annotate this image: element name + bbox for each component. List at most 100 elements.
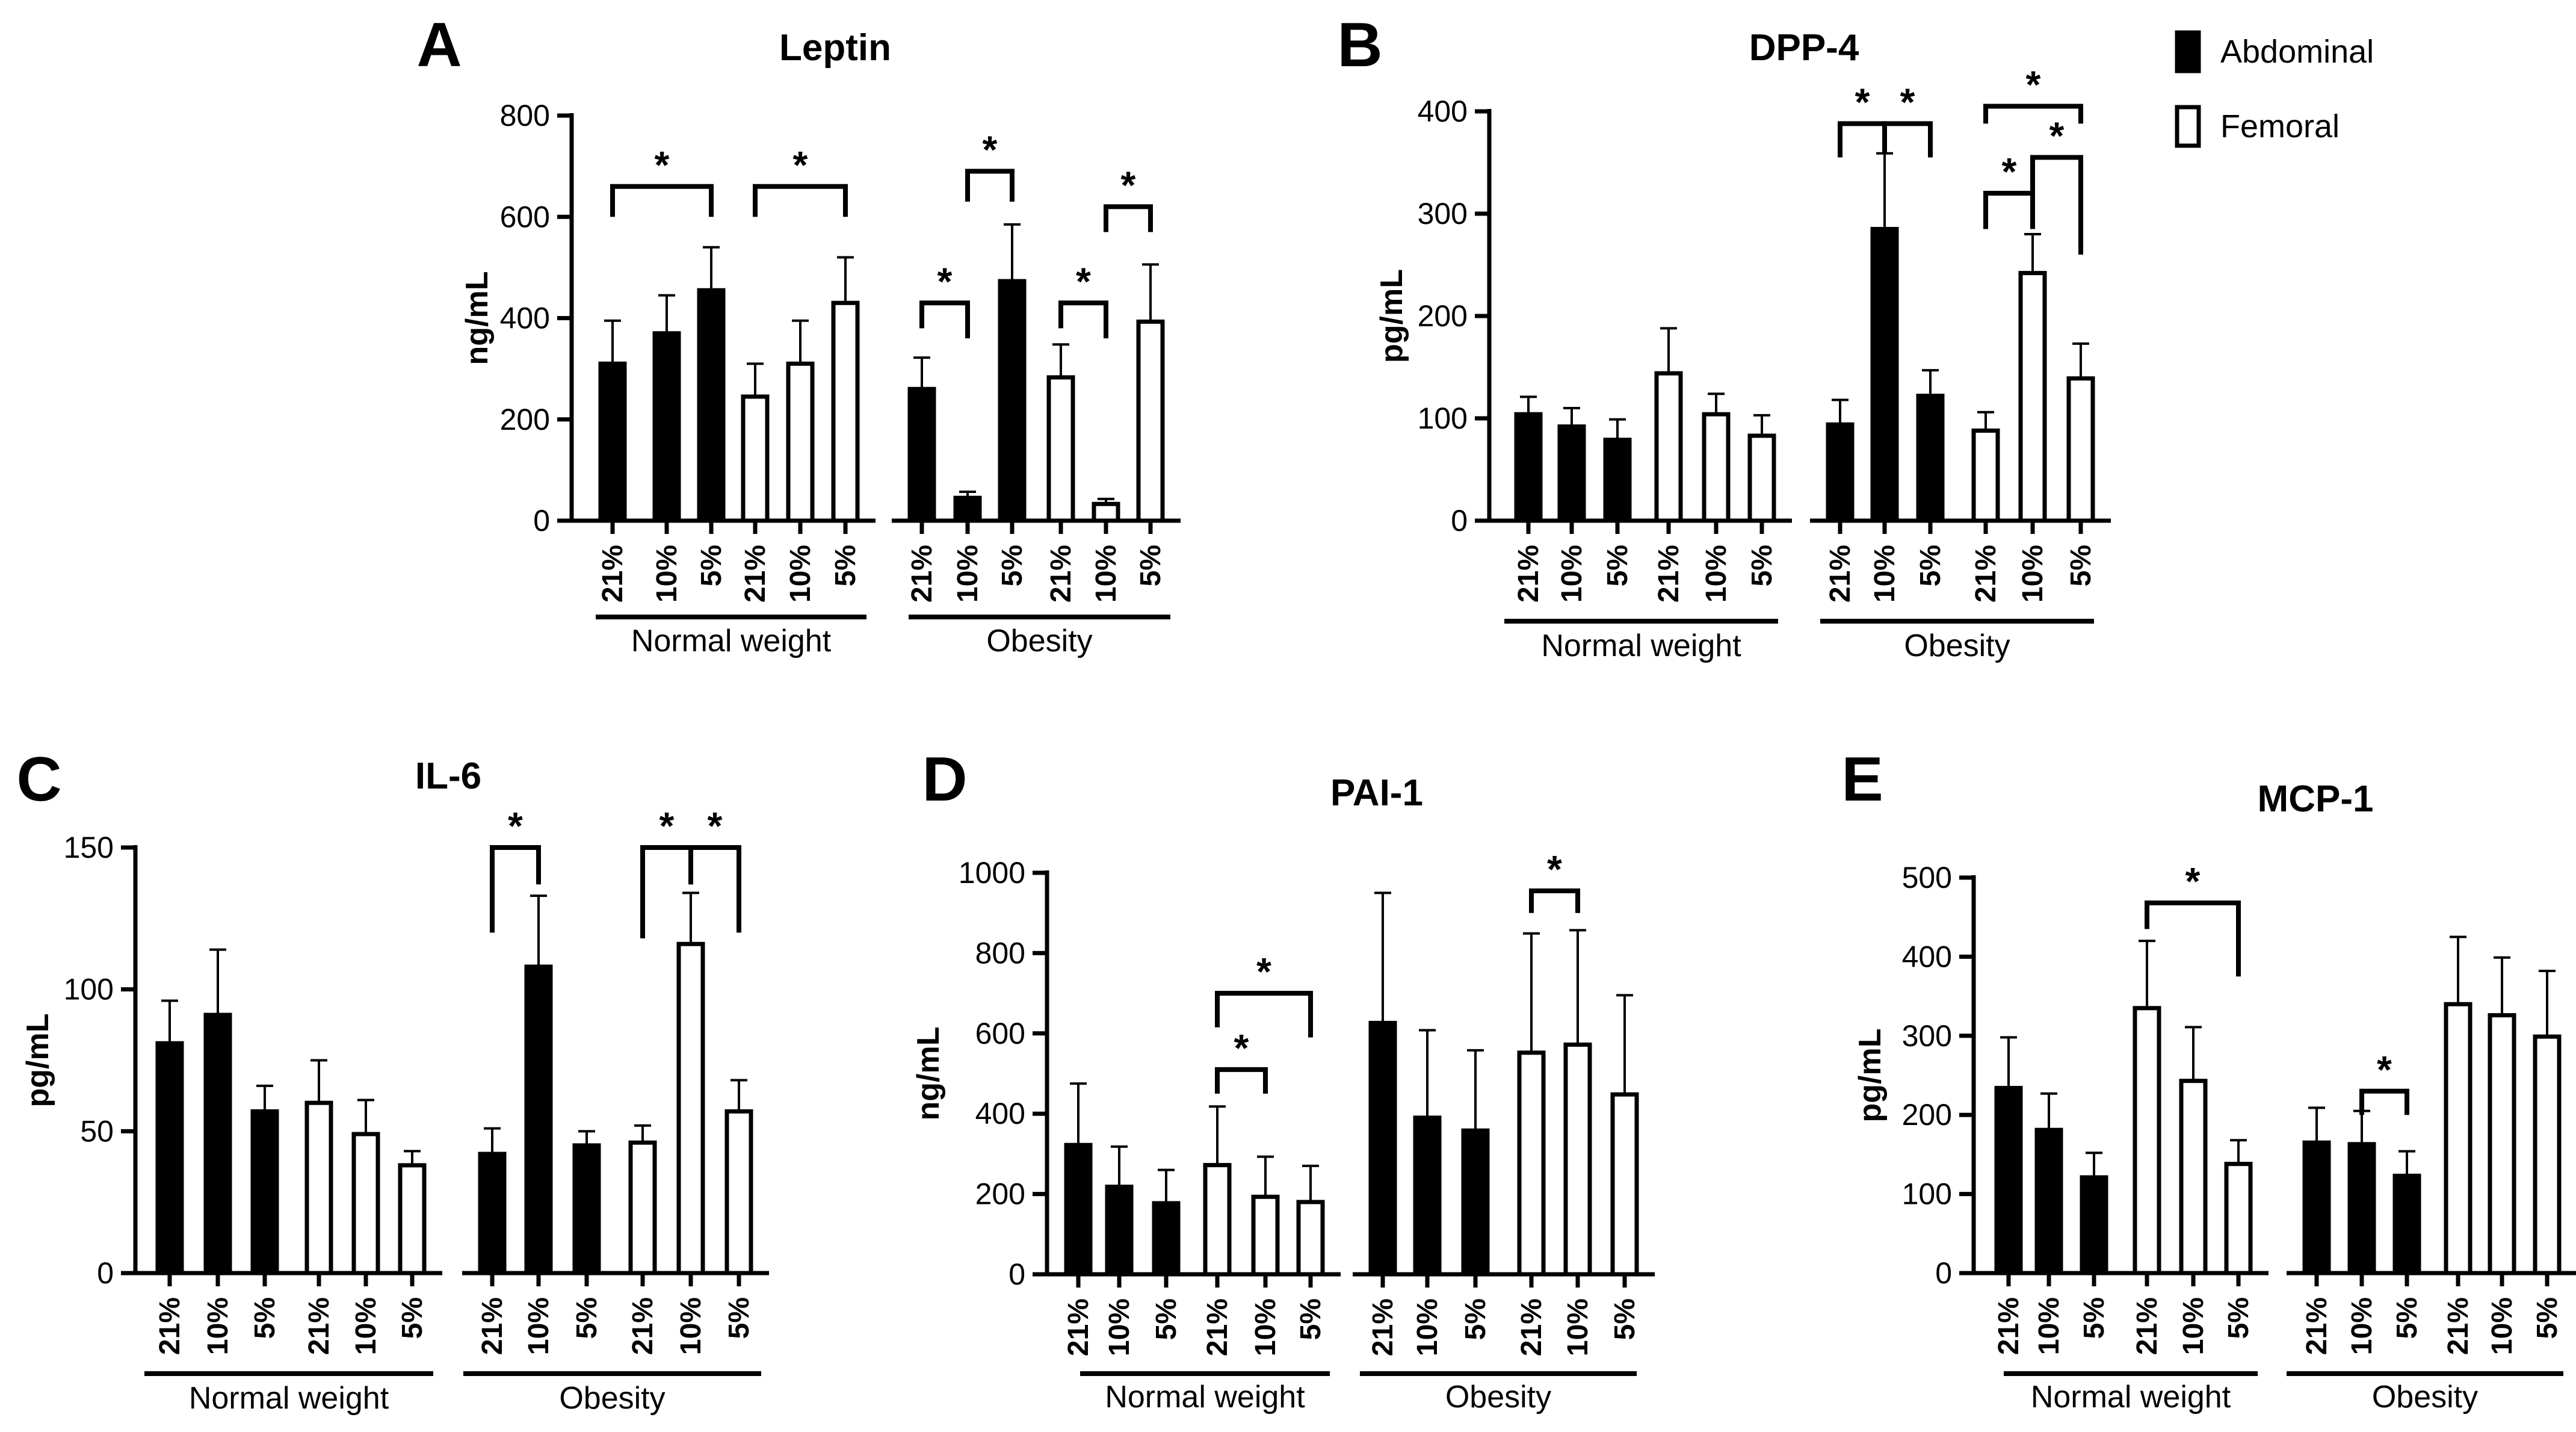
significance-bracket: [490, 845, 541, 933]
group-label: Obesity: [2372, 1380, 2478, 1415]
bar-femoral: [786, 361, 815, 523]
category-label: 21%: [1824, 545, 1856, 603]
significance-bracket: [1983, 191, 2035, 229]
y-tick-label: 50: [80, 1114, 114, 1148]
category-label: 10%: [2033, 1297, 2065, 1355]
category-label: 5%: [830, 545, 862, 586]
bar-femoral: [1136, 319, 1165, 523]
bar-femoral: [2066, 376, 2095, 523]
category-label: 21%: [1516, 1298, 1548, 1356]
y-tick-label: 800: [500, 99, 550, 132]
category-label: 5%: [249, 1297, 281, 1339]
group-label: Normal weight: [1541, 628, 1741, 663]
panel-letter: E: [1841, 745, 1883, 814]
legend-swatch-abdominal: [2175, 30, 2201, 73]
significance-bracket: [1983, 104, 2083, 124]
significance-star: *: [1076, 259, 1091, 303]
category-label: 10%: [2178, 1297, 2210, 1355]
bar-abdominal: [598, 361, 627, 523]
panel-D: D PAI-1 ng/mL 0 200 400 600 800 1000 21% 10% 5% 21% 1…: [911, 745, 1655, 1415]
legend-swatch-femoral: [2175, 105, 2201, 148]
bar-abdominal: [697, 288, 726, 523]
bar-femoral: [1517, 1050, 1546, 1277]
bar-abdominal: [250, 1109, 279, 1275]
bar-abdominal: [1916, 394, 1945, 523]
bar-abdominal: [155, 1041, 184, 1275]
significance-bracket: [2145, 900, 2241, 977]
bar-abdominal: [1994, 1086, 2023, 1275]
category-label: 10%: [785, 545, 817, 603]
significance-star: *: [983, 128, 998, 172]
y-tick-label: 100: [64, 973, 114, 1006]
bar-femoral: [1296, 1200, 1325, 1277]
significance-star: *: [2026, 63, 2041, 107]
category-label: 5%: [696, 545, 727, 586]
category-label: 21%: [597, 545, 629, 603]
significance-bracket: [753, 184, 848, 217]
significance-star: *: [708, 804, 723, 848]
category-label: 5%: [2531, 1297, 2563, 1339]
y-tick-label: 400: [1418, 95, 1468, 128]
bar-femoral: [2224, 1162, 2253, 1275]
y-axis-label: ng/mL: [460, 271, 495, 365]
significance-bracket: [965, 169, 1015, 202]
group-label: Normal weight: [1105, 1380, 1305, 1415]
category-label: 10%: [350, 1297, 382, 1355]
y-tick-label: 600: [500, 200, 550, 234]
significance-star: *: [2049, 114, 2065, 158]
group-label: Normal weight: [631, 624, 832, 659]
y-tick-label: 100: [1418, 401, 1468, 435]
category-label: 10%: [202, 1297, 234, 1355]
panel-letter: C: [16, 745, 61, 814]
chart-title: MCP-1: [2258, 778, 2374, 820]
bar-abdominal: [2347, 1142, 2376, 1275]
significance-bracket: [1529, 888, 1580, 913]
y-tick-label: 400: [500, 302, 550, 335]
category-label: 5%: [1460, 1298, 1492, 1340]
y-tick-label: 300: [1902, 1019, 1952, 1053]
y-axis-label: pg/mL: [1853, 1029, 1888, 1123]
bar-abdominal: [1368, 1020, 1397, 1277]
y-axis-label: ng/mL: [911, 1027, 946, 1121]
chart-title: IL-6: [415, 755, 481, 797]
bar-abdominal: [1870, 227, 1899, 523]
significance-bracket: [1215, 991, 1313, 1038]
category-label: 5%: [2391, 1297, 2423, 1339]
category-label: 10%: [523, 1297, 555, 1355]
panel-A: A Leptin ng/mL 0 200 400 600 800 21% 10% 5% 21% 10% 5…: [416, 10, 1181, 659]
bar-abdominal: [907, 386, 936, 523]
category-label: 21%: [1653, 545, 1685, 603]
bar-abdominal: [1461, 1128, 1490, 1277]
y-tick-label: 300: [1418, 197, 1468, 231]
category-label: 5%: [1915, 545, 1947, 586]
significance-star: *: [1256, 950, 1271, 993]
bar-abdominal: [652, 331, 681, 523]
category-label: 10%: [1700, 545, 1732, 603]
category-label: 10%: [1104, 1298, 1135, 1356]
bar-abdominal: [478, 1151, 507, 1275]
bar-femoral: [1702, 412, 1731, 523]
bar-femoral: [1654, 371, 1683, 523]
significance-bracket: [688, 845, 741, 933]
y-tick-label: 200: [975, 1177, 1025, 1211]
category-label: 10%: [1090, 545, 1122, 603]
significance-star: *: [655, 143, 670, 187]
y-tick-label: 1000: [959, 856, 1025, 890]
category-label: 5%: [723, 1297, 755, 1339]
y-tick-label: 600: [975, 1017, 1025, 1050]
significance-bracket: [1215, 1067, 1268, 1094]
category-label: 10%: [1412, 1298, 1444, 1356]
category-label: 21%: [1513, 545, 1545, 603]
group-label: Obesity: [1904, 628, 2010, 663]
significance-bracket: [2359, 1088, 2409, 1115]
bar-femoral: [304, 1100, 333, 1275]
significance-star: *: [793, 143, 808, 187]
bar-abdominal: [1105, 1185, 1134, 1277]
legend: Abdominal Femoral: [2175, 30, 2374, 148]
y-axis-label: pg/mL: [20, 1014, 55, 1108]
bar-femoral: [2533, 1034, 2562, 1275]
panel-B: B DPP-4 pg/mL 0 100 200 300 400 21% 10% 5% 21% 10% 5%…: [1337, 10, 2111, 663]
y-tick-label: 200: [1418, 299, 1468, 333]
y-axis-label: pg/mL: [1374, 269, 1409, 363]
